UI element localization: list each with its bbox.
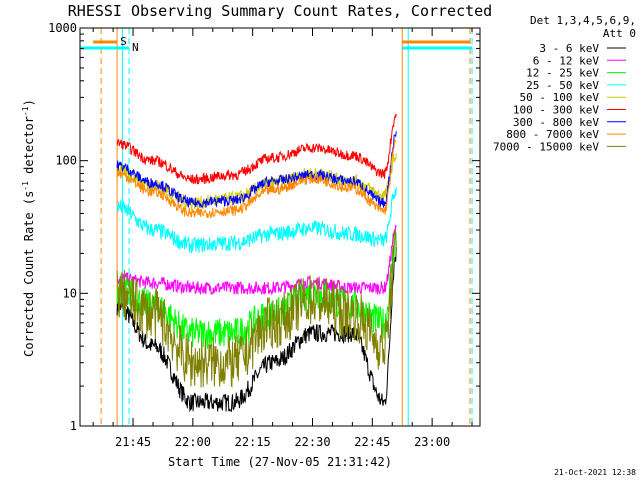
axis-layer: 1 10 100 1000 21:45 22:00 22:15 22:30 22:45 23:00 <box>48 21 480 449</box>
legend-entry-label: 800 - 7000 keV <box>506 128 599 141</box>
legend-entry-label: 300 - 800 keV <box>513 116 599 129</box>
series-line <box>116 113 397 185</box>
legend-entry-label: 100 - 300 keV <box>513 104 599 117</box>
x-axis-label: Start Time (27-Nov-05 21:31:42) <box>168 455 392 469</box>
series-line <box>116 138 397 219</box>
legend-entry-label: 7000 - 15000 keV <box>493 140 599 153</box>
x-tick-label: 22:00 <box>175 435 211 449</box>
y-axis-label-part: Corrected Count Rate (s <box>22 191 36 357</box>
x-tick-label: 22:45 <box>354 435 390 449</box>
flag-label: N <box>132 41 139 54</box>
legend-entry-label: 50 - 100 keV <box>520 91 600 104</box>
y-tick-label: 1000 <box>48 21 77 35</box>
legend-header-line: Att 0 <box>603 27 636 40</box>
y-axis-label-sup: -1 <box>21 181 30 191</box>
flag-label: S <box>120 35 127 48</box>
x-tick-label: 21:45 <box>115 435 151 449</box>
series-line <box>116 229 397 388</box>
legend-entry-label: 3 - 6 keV <box>539 42 599 55</box>
legend-entry-label: 25 - 50 keV <box>526 79 599 92</box>
legend-entry-label: 6 - 12 keV <box>533 54 600 67</box>
y-tick-label: 10 <box>63 286 77 300</box>
series-layer <box>116 113 397 413</box>
x-tick-label: 22:15 <box>235 435 271 449</box>
x-tick-label: 23:00 <box>414 435 450 449</box>
chart-title: RHESSI Observing Summary Count Rates, Co… <box>68 2 492 20</box>
legend-header-line: Det 1,3,4,5,6,9, <box>530 14 636 27</box>
y-axis-label-part: ) <box>22 99 36 106</box>
series-line <box>116 186 397 254</box>
plot-frame <box>79 27 481 427</box>
x-tick-label: 22:30 <box>294 435 330 449</box>
series-line <box>116 224 397 296</box>
y-axis-label-part: detector <box>22 116 36 181</box>
y-axis-label-sup: -1 <box>21 106 30 116</box>
y-axis-label: Corrected Count Rate (s-1 detector-1) <box>21 99 36 357</box>
legend-entry-label: 12 - 25 keV <box>526 67 599 80</box>
y-tick-label: 1 <box>70 419 77 433</box>
y-tick-label: 100 <box>55 154 77 168</box>
footer-timestamp: 21-Oct-2021 12:38 <box>554 468 636 477</box>
